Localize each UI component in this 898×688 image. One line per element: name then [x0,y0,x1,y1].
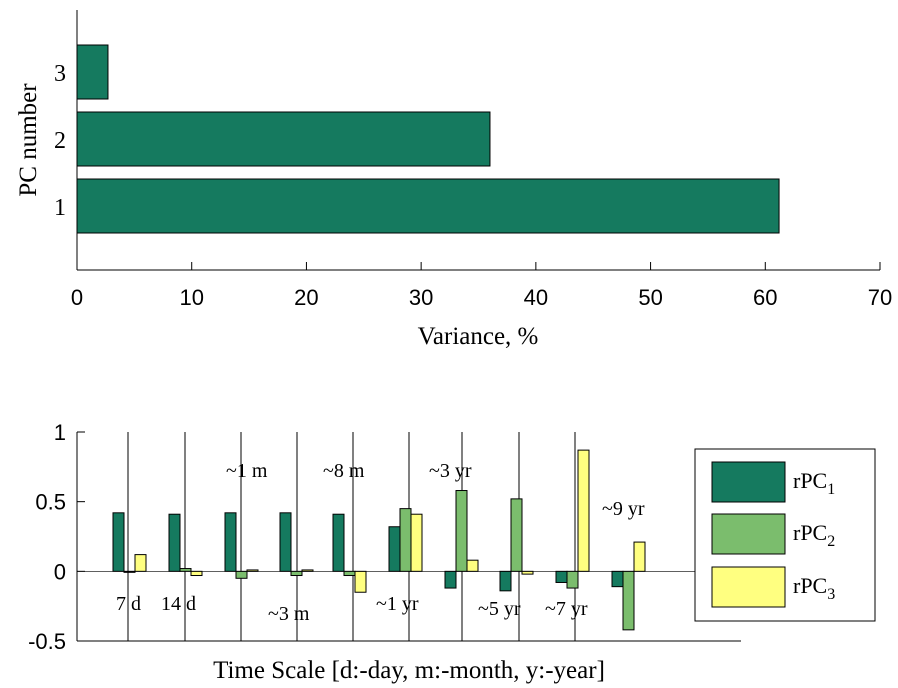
top-x-tick-label: 60 [753,285,777,310]
legend-label-1: rPC1 [793,468,835,498]
rPC3-bar [633,541,646,572]
rPC3-bar [190,570,203,577]
top-x-tick-label: 30 [409,285,433,310]
rPC2-bar [510,498,523,572]
rPC1-bar [332,513,345,572]
pc-bar-3 [76,44,109,100]
rPC3-bar [134,554,147,572]
group-label: ~5 yr [478,598,521,620]
pc-variance-bars [76,44,780,234]
bottom-y-tick-label: 0 [54,559,66,584]
pc-bar-1 [76,178,780,234]
rPC1-bar [168,513,181,572]
rPC2-bar [235,570,248,579]
rPC2-bar [622,570,635,631]
pc-variance-chart: 0 10 20 30 40 50 60 70 1 2 3 Variance, % PC numbe… [15,10,892,350]
legend-label-3: rPC3 [793,573,835,603]
bottom-y-tick-label: 0.5 [35,490,66,515]
bottom-y-ticks: -0.5 0 0.5 1 [28,420,85,654]
rPC2-bar [455,490,468,572]
top-y-tick-label: 1 [54,195,66,221]
legend: rPC1 rPC2 rPC3 [694,448,876,622]
top-x-tick-label: 40 [524,285,548,310]
rPC3-bar [410,513,423,572]
top-x-ticks: 0 10 20 30 40 50 60 70 [71,262,892,310]
rPC1-bar [388,526,401,572]
rPC2-bar [566,570,579,589]
top-y-axis-label: PC number [15,83,42,197]
rPC2-bar [179,568,192,572]
rPC1-bar [611,570,624,588]
rPC2-bar [290,570,303,577]
group-label: ~1 m [226,460,268,482]
legend-swatch-1 [711,461,786,503]
group-label: ~3 yr [429,460,472,482]
bottom-y-tick-label: -0.5 [28,629,66,654]
group-labels: 7 d 14 d ~1 m ~3 m ~8 m ~1 yr ~3 yr ~5 yr ~7 yr ~… [116,460,645,625]
rPC3-bar [466,559,479,572]
rPC1-bar [279,512,292,572]
group-label: 7 d [116,593,141,615]
top-x-tick-label: 10 [179,285,203,310]
bottom-y-tick-label: 1 [54,420,66,445]
rPC2-bar [399,508,412,572]
top-y-tick-labels: 1 2 3 [54,61,66,221]
group-label: 14 d [161,593,196,615]
rpc-bars [77,449,741,631]
pc-bar-2 [76,111,491,167]
legend-label-2: rPC2 [793,520,835,550]
top-x-tick-label: 70 [868,285,892,310]
group-label: ~3 m [268,603,310,625]
top-x-tick-label: 20 [294,285,318,310]
rPC3-bar [521,570,534,575]
bottom-x-axis-label: Time Scale [d:-day, m:-month, y:-year] [213,657,605,684]
rPC2-bar [343,570,356,577]
rPC1-bar [444,570,457,589]
group-label: ~8 m [323,460,365,482]
top-x-axis-label: Variance, % [418,323,539,350]
top-x-tick-label: 50 [638,285,662,310]
rPC3-bar [577,449,590,572]
legend-swatch-2 [711,513,786,555]
top-y-tick-label: 3 [54,61,66,87]
group-label: ~9 yr [602,498,645,520]
rpc-timescale-chart: -0.5 0 0.5 1 7 d 14 d ~1 m ~3 m ~8 m ~1 yr ~3 yr ~… [28,420,876,684]
group-label: ~1 yr [376,593,419,615]
top-y-tick-label: 2 [54,128,66,154]
top-x-tick-label: 0 [71,285,83,310]
group-label: ~7 yr [545,598,588,620]
legend-swatch-3 [711,566,786,608]
rPC1-bar [499,570,512,592]
rPC1-bar [112,512,125,572]
legend-entries: rPC1 rPC2 rPC3 [711,461,835,608]
rPC1-bar [555,570,568,583]
rPC3-bar [354,570,367,593]
rPC1-bar [224,512,237,572]
